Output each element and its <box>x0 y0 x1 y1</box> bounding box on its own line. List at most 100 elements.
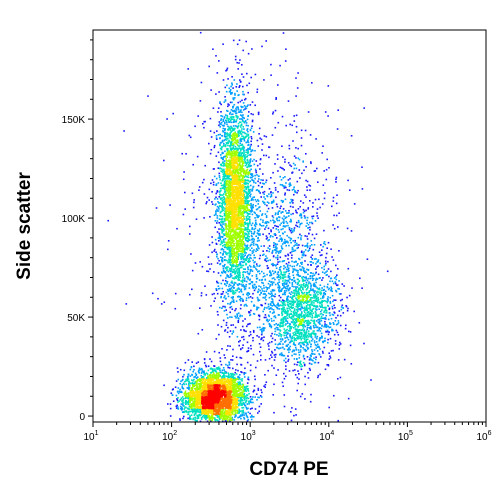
scatter-point <box>253 232 256 234</box>
scatter-point <box>337 314 339 317</box>
scatter-point <box>246 211 248 214</box>
scatter-point <box>221 307 223 309</box>
scatter-point <box>239 271 241 274</box>
scatter-point <box>294 332 297 335</box>
scatter-point <box>317 291 320 293</box>
scatter-point <box>264 275 266 277</box>
scatter-point <box>224 186 227 188</box>
scatter-point <box>224 283 226 286</box>
scatter-point <box>262 275 265 278</box>
scatter-point <box>253 305 255 307</box>
scatter-point <box>242 335 245 338</box>
scatter-point <box>201 370 203 373</box>
scatter-point <box>302 320 305 322</box>
scatter-point <box>324 290 327 293</box>
scatter-point <box>303 321 305 324</box>
scatter-point <box>313 258 316 260</box>
scatter-point <box>252 339 254 342</box>
scatter-point <box>298 158 301 161</box>
scatter-point <box>316 305 318 307</box>
scatter-point <box>265 215 268 217</box>
scatter-point <box>274 270 276 273</box>
scatter-point <box>243 277 246 280</box>
scatter-point <box>308 304 311 306</box>
scatter-point <box>238 270 241 272</box>
scatter-point <box>255 221 257 224</box>
scatter-point <box>176 391 179 393</box>
scatter-point <box>295 77 297 79</box>
scatter-point <box>238 121 241 123</box>
scatter-point <box>247 376 250 379</box>
scatter-point <box>298 291 300 294</box>
scatter-point <box>262 254 264 256</box>
scatter-point <box>281 248 284 250</box>
scatter-point <box>315 347 317 350</box>
scatter-point <box>333 394 335 397</box>
scatter-point <box>226 253 228 256</box>
scatter-point <box>240 133 243 135</box>
scatter-point <box>235 252 237 254</box>
scatter-point <box>271 312 274 314</box>
scatter-point <box>273 354 276 356</box>
scatter-point <box>294 249 296 252</box>
scatter-point <box>327 85 330 87</box>
scatter-point <box>222 175 224 178</box>
scatter-point <box>266 210 269 213</box>
scatter-point <box>241 315 243 317</box>
scatter-point <box>278 294 280 297</box>
scatter-point <box>318 287 321 290</box>
scatter-point <box>224 183 227 185</box>
scatter-point <box>313 237 316 240</box>
scatter-point <box>265 316 267 319</box>
scatter-point <box>284 60 287 62</box>
scatter-point <box>314 316 316 319</box>
scatter-point <box>296 292 299 294</box>
scatter-point <box>308 359 311 361</box>
scatter-point <box>288 307 290 310</box>
scatter-point <box>241 253 243 255</box>
scatter-point <box>273 264 275 266</box>
scatter-point <box>316 167 318 170</box>
scatter-point <box>225 375 228 377</box>
scatter-point <box>273 333 276 336</box>
scatter-point <box>288 329 290 332</box>
scatter-point <box>217 134 220 136</box>
scatter-point <box>211 191 213 193</box>
scatter-point <box>263 308 265 311</box>
scatter-point <box>257 412 259 414</box>
scatter-point <box>256 360 259 362</box>
scatter-point <box>236 125 238 128</box>
scatter-point <box>308 311 310 313</box>
scatter-point <box>264 314 267 316</box>
scatter-point <box>176 398 178 400</box>
scatter-point <box>244 160 246 163</box>
scatter-point <box>241 111 243 114</box>
scatter-point <box>297 147 299 150</box>
scatter-point <box>246 233 248 236</box>
scatter-point <box>181 396 184 398</box>
scatter-point <box>300 368 303 371</box>
scatter-point <box>308 340 311 342</box>
scatter-point <box>233 255 235 258</box>
scatter-point <box>276 327 279 329</box>
scatter-point <box>323 310 326 312</box>
scatter-point <box>257 199 259 201</box>
scatter-point <box>326 274 328 276</box>
scatter-point <box>187 417 189 420</box>
scatter-point <box>248 181 251 183</box>
scatter-point <box>240 329 242 331</box>
scatter-point <box>287 254 290 257</box>
scatter-point <box>224 155 226 158</box>
scatter-point <box>247 266 249 268</box>
scatter-point <box>282 284 284 286</box>
scatter-point <box>288 185 291 188</box>
scatter-point <box>276 307 279 310</box>
scatter-point <box>248 403 250 405</box>
scatter-point <box>211 179 214 181</box>
scatter-point <box>279 251 282 254</box>
scatter-point <box>292 349 294 351</box>
scatter-point <box>262 202 265 204</box>
scatter-point <box>272 290 274 292</box>
scatter-point <box>272 272 275 275</box>
scatter-point <box>291 300 293 303</box>
